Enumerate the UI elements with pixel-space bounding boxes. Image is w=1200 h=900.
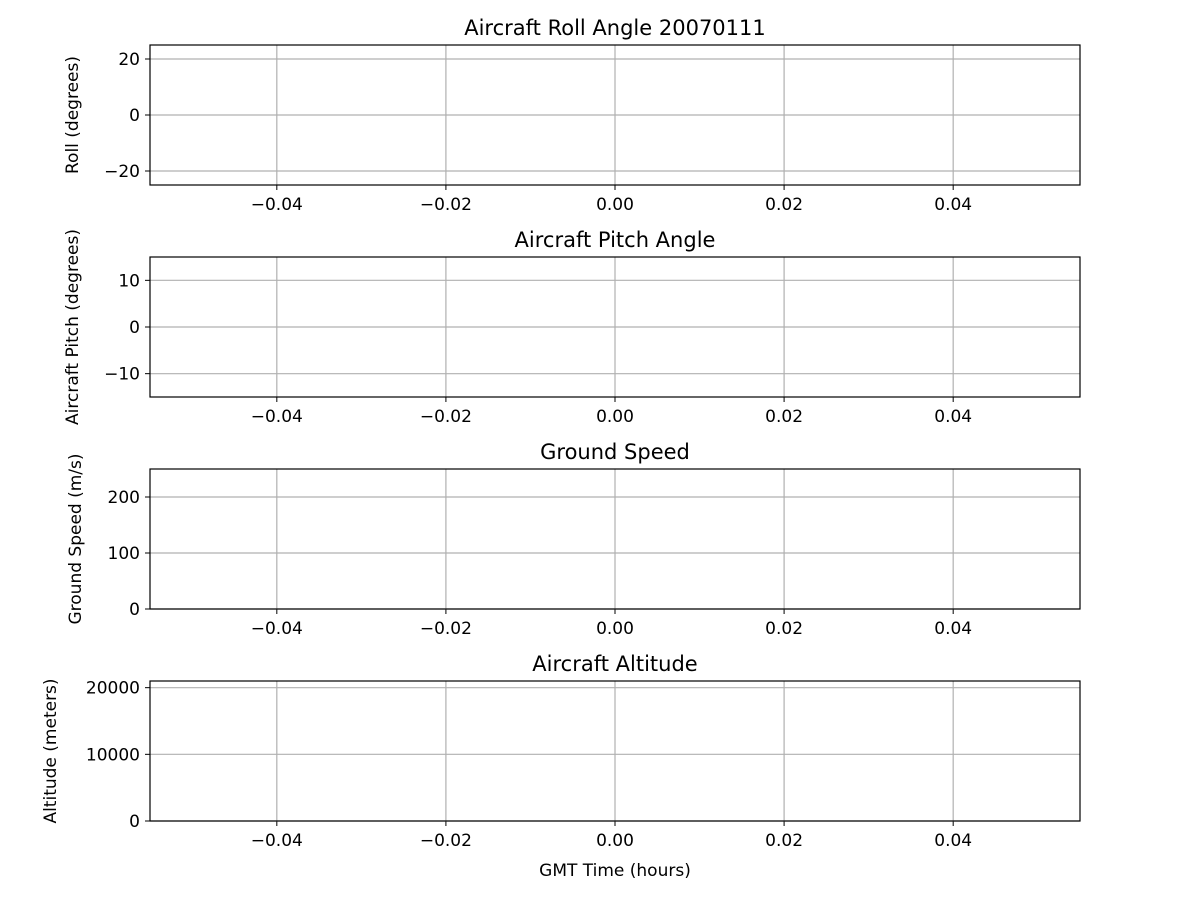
x-tick-label: 0.04	[934, 195, 972, 215]
y-tick-label: −20	[104, 162, 140, 182]
y-tick-label: −10	[104, 365, 140, 385]
y-tick-label: 10	[118, 271, 140, 291]
y-axis-label: Altitude (meters)	[41, 678, 61, 823]
x-tick-label: 0.00	[596, 831, 634, 851]
x-tick-label: −0.02	[420, 407, 472, 427]
x-tick-label: 0.00	[596, 619, 634, 639]
x-tick-label: 0.00	[596, 407, 634, 427]
subplot-3: −0.04 −0.02 0.00 0.02 0.04 0 100 200 Ground Spee…	[66, 440, 1081, 639]
x-tick-label: 0.02	[765, 195, 803, 215]
x-tick-label: 0.02	[765, 831, 803, 851]
subplot-2: −0.04 −0.02 0.00 0.02 0.04 −10 0 10 Aircraft Pit…	[63, 228, 1081, 427]
x-tick-label: −0.02	[420, 195, 472, 215]
y-tick-label: 0	[129, 318, 140, 338]
x-tick-label: −0.04	[251, 407, 303, 427]
axes-frame	[149, 680, 1081, 822]
x-tick-label: 0.02	[765, 619, 803, 639]
y-tick-label: 0	[129, 600, 140, 620]
x-tick-label: −0.04	[251, 831, 303, 851]
subplot-1: −0.04 −0.02 0.00 0.02 0.04 −20 0 20 Aircraft Rol…	[63, 16, 1081, 215]
y-axis-label: Aircraft Pitch (degrees)	[63, 229, 83, 425]
axes-frame	[149, 44, 1081, 186]
x-tick-label: 0.04	[934, 619, 972, 639]
y-tick-label: 10000	[86, 745, 140, 765]
subplot-4: −0.04 −0.02 0.00 0.02 0.04 0 10000 20000 Aircraf…	[41, 652, 1081, 881]
y-tick-label: 20	[118, 50, 140, 70]
y-tick-label: 20000	[86, 679, 140, 699]
x-tick-label: −0.04	[251, 619, 303, 639]
x-tick-label: −0.02	[420, 619, 472, 639]
x-tick-label: −0.04	[251, 195, 303, 215]
y-tick-label: 0	[129, 106, 140, 126]
subplot-title: Aircraft Pitch Angle	[515, 228, 716, 252]
y-tick-label: 0	[129, 812, 140, 832]
x-tick-label: 0.02	[765, 407, 803, 427]
x-tick-label: 0.00	[596, 195, 634, 215]
y-axis-label: Ground Speed (m/s)	[66, 453, 86, 624]
x-tick-label: −0.02	[420, 831, 472, 851]
y-tick-label: 200	[108, 488, 140, 508]
axes-frame	[149, 256, 1081, 398]
subplot-title: Ground Speed	[540, 440, 690, 464]
subplot-title: Aircraft Altitude	[532, 652, 697, 676]
y-tick-label: 100	[108, 544, 140, 564]
axes-frame	[149, 468, 1081, 610]
x-tick-label: 0.04	[934, 831, 972, 851]
subplot-title: Aircraft Roll Angle 20070111	[464, 16, 766, 40]
y-axis-label: Roll (degrees)	[63, 56, 83, 174]
x-tick-label: 0.04	[934, 407, 972, 427]
x-axis-label: GMT Time (hours)	[539, 861, 691, 881]
